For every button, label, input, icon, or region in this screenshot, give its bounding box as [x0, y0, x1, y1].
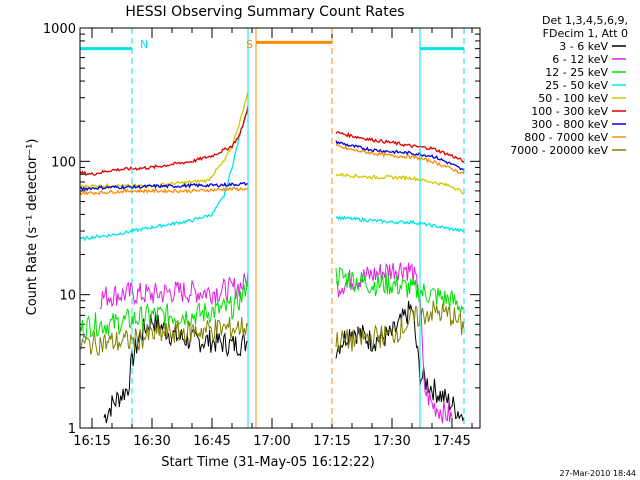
x-tick-label: 16:45: [193, 434, 230, 449]
chart-title: HESSI Observing Summary Count Rates: [125, 4, 404, 20]
annotation-label: N: [140, 38, 148, 51]
series-line-25-50: [79, 108, 249, 242]
legend-header-line: Det 1,3,4,5,6,9,: [542, 14, 628, 27]
series-line-6-12: [99, 273, 249, 310]
timestamp-label: 27-Mar-2010 18:44: [560, 469, 637, 478]
y-axis-label: Count Rate (s⁻¹ detector⁻¹): [25, 139, 40, 316]
series-line-300-800: [335, 140, 465, 172]
y-tick-label: 1: [68, 422, 76, 437]
y-tick-label: 100: [51, 155, 76, 170]
legend-entry-label: 300 - 800 keV: [531, 118, 608, 131]
annotation-label: S: [246, 38, 253, 51]
series-line-300-800: [79, 181, 249, 192]
y-tick-label: 1000: [43, 22, 76, 37]
x-tick-label: 17:30: [373, 434, 410, 449]
x-tick-label: 17:45: [433, 434, 470, 449]
x-axis-label: Start Time (31-May-05 16:12:22): [161, 455, 375, 470]
x-tick-label: 17:15: [313, 434, 350, 449]
legend-entry-label: 50 - 100 keV: [538, 92, 608, 105]
legend-entry-label: 25 - 50 keV: [545, 79, 608, 92]
series-line-800-7000: [79, 186, 249, 196]
legend-entry-label: 800 - 7000 keV: [524, 131, 608, 144]
series-line-50-100: [335, 172, 465, 195]
series-line-7000-20000: [79, 316, 249, 356]
legend-entry-label: 12 - 25 keV: [545, 66, 608, 79]
x-tick-label: 16:15: [73, 434, 110, 449]
series-line-50-100: [79, 91, 249, 189]
x-tick-label: 17:00: [253, 434, 290, 449]
legend-header-line: FDecim 1, Att 0: [543, 27, 628, 40]
legend-entry-label: 100 - 300 keV: [531, 105, 608, 118]
series-line-3-6: [335, 300, 465, 422]
plot-layer: 1 10 100 1000 16:15 16:30 16:45 17:00 17:15 17:30…: [43, 22, 480, 449]
series-line-3-6: [103, 312, 249, 424]
legend: Det 1,3,4,5,6,9,FDecim 1, Att 03 - 6 keV…: [510, 14, 628, 157]
legend-entry-label: 3 - 6 keV: [559, 40, 608, 53]
series-line-7000-20000: [335, 300, 465, 353]
series-line-25-50: [335, 214, 465, 233]
series-line-100-300: [79, 105, 249, 177]
y-tick-label: 10: [59, 289, 76, 304]
plot-frame: [79, 27, 481, 429]
x-tick-label: 16:30: [133, 434, 170, 449]
series-line-12-25: [335, 266, 465, 314]
series-line-12-25: [79, 271, 249, 341]
legend-entry-label: 7000 - 20000 keV: [510, 144, 608, 157]
legend-entry-label: 6 - 12 keV: [552, 53, 608, 66]
series-line-100-300: [335, 131, 465, 164]
series-line-800-7000: [335, 144, 465, 175]
